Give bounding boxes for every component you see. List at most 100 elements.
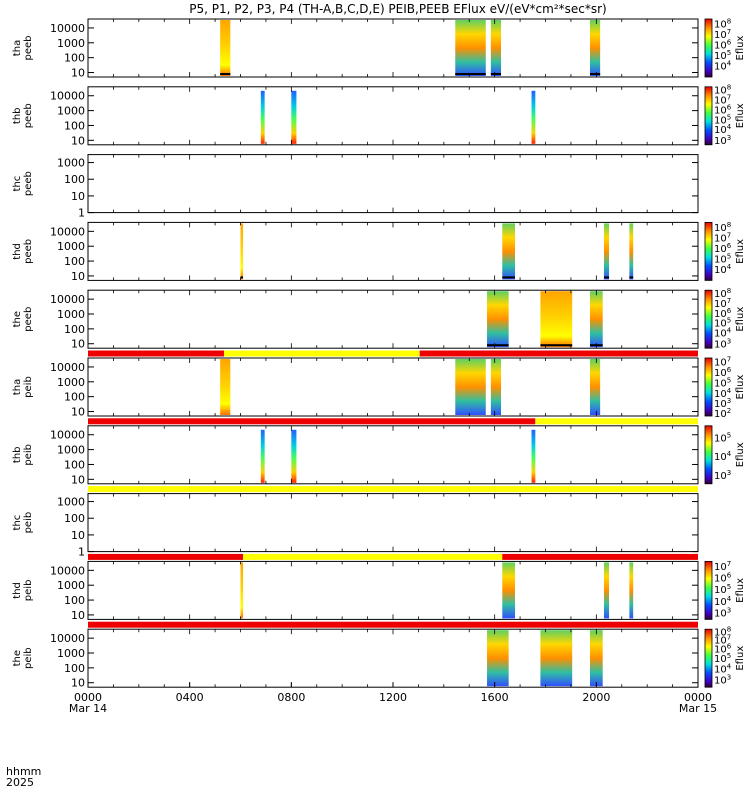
chart-title: P5, P1, P2, P3, P4 (TH-A,B,C,D,E) PEIB,P… [189, 2, 606, 16]
colorbar-tick-label: 108 [714, 84, 731, 97]
y-tick-label: 10 [71, 677, 85, 690]
panel-frame [87, 357, 699, 417]
spectrogram-burst [455, 20, 486, 76]
y-axis-label: tha peib [12, 376, 34, 398]
colorbar-tick-label: 103 [714, 606, 731, 619]
y-axis-label: tha peeb [12, 36, 34, 61]
y-tick-label: 1 [78, 207, 85, 220]
spacecraft-potential-line [589, 73, 601, 75]
colorbar [704, 289, 713, 349]
colorbar [704, 18, 713, 78]
colorbar-tick-label: 107 [714, 28, 731, 41]
colorbar-tick-label: 108 [714, 626, 731, 639]
y-axis-probe-label: thd [12, 582, 23, 599]
colorbar-tick-label: 107 [714, 634, 731, 647]
mode-bar-segment [243, 553, 503, 560]
y-tick-label: 10 [71, 190, 85, 203]
colorbar-title-text: Eflux [735, 442, 746, 467]
colorbar-tick-label: 104 [714, 123, 732, 136]
spectrogram-burst [589, 20, 601, 76]
y-tick-label: 1000 [57, 105, 85, 118]
y-tick-label: 1000 [57, 376, 85, 389]
y-tick-label: 1000 [57, 444, 85, 457]
x-axis-unit-label: hhmm [6, 765, 41, 778]
y-axis-label: the peeb [12, 307, 34, 332]
spacecraft-potential-line [490, 73, 502, 75]
y-tick-label: 1000 [57, 37, 85, 50]
colorbar-tick-label: 106 [714, 572, 732, 585]
y-axis-label: thc peeb [12, 171, 34, 196]
colorbar-tick-label: 108 [714, 287, 731, 300]
spacecraft-potential-line [455, 73, 486, 75]
spectrogram-burst [540, 291, 573, 348]
colorbar-tick-label: 106 [714, 307, 732, 320]
mode-bar-segment [88, 553, 244, 560]
colorbar-tick-label: 105 [714, 49, 731, 62]
y-axis-probe-label: thd [12, 243, 23, 260]
y-tick-label: 100 [64, 173, 85, 186]
colorbar-tick-label: 104 [714, 595, 732, 608]
spectrogram-burst [603, 562, 610, 619]
colorbar-title-text: Eflux [735, 374, 746, 399]
colorbar-tick-label: 107 [714, 560, 731, 573]
spectrogram-burst [490, 20, 502, 76]
spacecraft-potential-line [220, 73, 231, 75]
mode-bar-segment [88, 418, 536, 425]
spacecraft-potential-line [487, 344, 509, 347]
spectrogram-burst [291, 429, 297, 483]
colorbar-title: Eflux [735, 374, 746, 399]
spectrogram-burst [487, 291, 509, 348]
spacecraft-potential-line [540, 344, 573, 347]
spectrogram-burst [240, 562, 244, 619]
y-tick-label: 100 [64, 662, 85, 675]
colorbar [704, 221, 713, 281]
x-tick-label: 1200 [379, 691, 407, 704]
panel-frame [87, 493, 699, 553]
y-axis-probe-label: thb [12, 446, 23, 463]
colorbar-tick-label: 105 [714, 317, 731, 330]
panel-frame [87, 628, 699, 688]
y-tick-label: 10 [71, 67, 85, 80]
spectrogram-burst [629, 223, 634, 280]
y-tick-label: 10000 [50, 225, 85, 238]
colorbar [704, 425, 713, 485]
colorbar-title-text: Eflux [735, 35, 746, 60]
spectrogram-burst [502, 562, 515, 619]
spectrogram-burst [502, 223, 515, 280]
y-axis-label: thc peib [12, 512, 34, 534]
y-tick-label: 10000 [50, 293, 85, 306]
panel-frame [87, 289, 699, 349]
y-axis-probe-label: the [12, 311, 23, 327]
spectrogram-burst [531, 429, 536, 483]
colorbar-title-text: Eflux [735, 103, 746, 128]
colorbar-tick-label: 105 [714, 252, 731, 265]
x-tick-date-label: Mar 14 [69, 702, 107, 715]
colorbar-tick-label: 105 [714, 113, 731, 126]
colorbar-tick-label: 108 [714, 221, 731, 234]
y-axis-instrument-label: peib [23, 512, 34, 534]
colorbar-tick-label: 104 [714, 663, 732, 676]
y-tick-label: 10 [71, 134, 85, 147]
y-tick-label: 1000 [57, 647, 85, 660]
y-axis-label: thb peib [12, 444, 34, 466]
panel-tha-peeb: 10000 1000 100 10 tha peeb 108107106105104Eflu… [12, 18, 746, 80]
panel-frame [87, 86, 699, 146]
panel-frame [87, 154, 699, 214]
panel-thd-peeb: 10000 1000 100 10 thd peeb 108107106105104Eflu… [12, 221, 746, 283]
y-tick-label: 1000 [57, 308, 85, 321]
y-axis-instrument-label: peib [23, 647, 34, 669]
y-tick-label: 10000 [50, 564, 85, 577]
colorbar-tick-label: 107 [714, 355, 731, 368]
spacecraft-potential-line [603, 276, 610, 279]
y-tick-label: 100 [64, 594, 85, 607]
colorbar-title: Eflux [735, 103, 746, 128]
colorbar-tick-label: 105 [714, 652, 731, 665]
y-axis-label: thd peeb [12, 239, 34, 264]
colorbar-title: Eflux [735, 442, 746, 467]
